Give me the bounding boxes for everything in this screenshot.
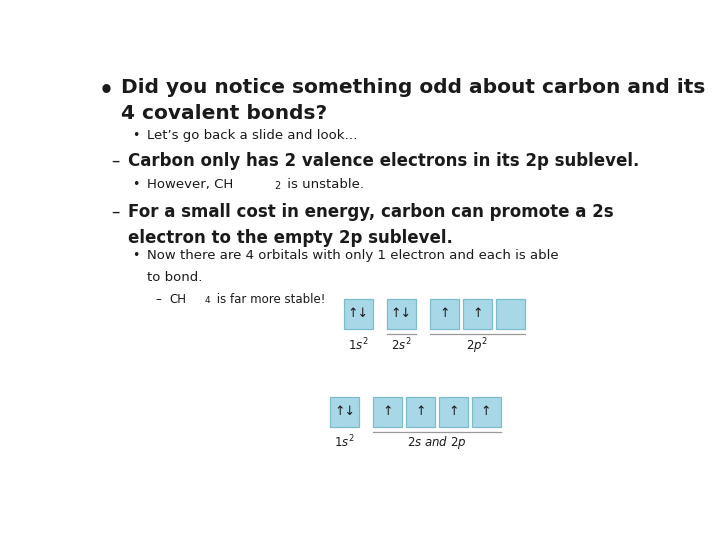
Text: Now there are 4 orbitals with only 1 electron and each is able: Now there are 4 orbitals with only 1 ele… <box>148 248 559 261</box>
FancyBboxPatch shape <box>495 299 525 329</box>
Text: ↑: ↑ <box>439 307 449 320</box>
Text: Carbon only has 2 valence electrons in its 2p sublevel.: Carbon only has 2 valence electrons in i… <box>128 152 639 170</box>
Text: ↑: ↑ <box>448 405 459 418</box>
Text: •: • <box>99 79 113 103</box>
Text: ↑↓: ↑↓ <box>348 307 369 320</box>
Text: 4 covalent bonds?: 4 covalent bonds? <box>121 104 327 123</box>
Text: ↑↓: ↑↓ <box>334 405 355 418</box>
FancyBboxPatch shape <box>344 299 373 329</box>
FancyBboxPatch shape <box>387 299 416 329</box>
Text: ↑: ↑ <box>415 405 426 418</box>
FancyBboxPatch shape <box>406 396 435 427</box>
Text: –: – <box>156 293 162 306</box>
Text: $2s^2$: $2s^2$ <box>391 336 412 353</box>
Text: •: • <box>132 178 139 191</box>
Text: Let’s go back a slide and look…: Let’s go back a slide and look… <box>148 129 358 142</box>
Text: However, CH: However, CH <box>148 178 234 191</box>
Text: ↑: ↑ <box>472 307 482 320</box>
Text: $2p^2$: $2p^2$ <box>467 336 488 356</box>
Text: –: – <box>111 152 120 170</box>
Text: ↑: ↑ <box>481 405 492 418</box>
Text: ↑: ↑ <box>382 405 392 418</box>
Text: CH: CH <box>170 293 186 306</box>
Text: For a small cost in energy, carbon can promote a 2s: For a small cost in energy, carbon can p… <box>128 203 613 221</box>
FancyBboxPatch shape <box>430 299 459 329</box>
Text: 2: 2 <box>275 181 281 191</box>
FancyBboxPatch shape <box>463 299 492 329</box>
Text: $1s^2$: $1s^2$ <box>348 336 369 353</box>
Text: is far more stable!: is far more stable! <box>213 293 325 306</box>
Text: $2s$ and $2p$: $2s$ and $2p$ <box>407 434 467 451</box>
FancyBboxPatch shape <box>373 396 402 427</box>
Text: electron to the empty 2p sublevel.: electron to the empty 2p sublevel. <box>128 228 453 247</box>
Text: $1s^2$: $1s^2$ <box>334 434 355 451</box>
FancyBboxPatch shape <box>438 396 468 427</box>
Text: to bond.: to bond. <box>148 272 203 285</box>
Text: •: • <box>132 248 139 261</box>
Text: is unstable.: is unstable. <box>283 178 364 191</box>
Text: –: – <box>111 203 120 221</box>
FancyBboxPatch shape <box>472 396 500 427</box>
Text: •: • <box>132 129 139 142</box>
Text: 4: 4 <box>205 296 210 305</box>
Text: Did you notice something odd about carbon and its: Did you notice something odd about carbo… <box>121 78 705 97</box>
FancyBboxPatch shape <box>330 396 359 427</box>
Text: ↑↓: ↑↓ <box>391 307 412 320</box>
